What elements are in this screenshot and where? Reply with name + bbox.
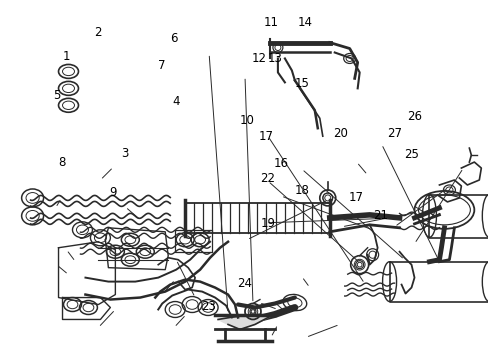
Text: 14: 14 — [297, 16, 312, 29]
Text: 2: 2 — [94, 27, 102, 40]
Text: 6: 6 — [170, 32, 177, 45]
Text: 5: 5 — [53, 89, 61, 102]
Text: 1: 1 — [62, 50, 70, 63]
Text: 13: 13 — [267, 51, 282, 64]
Text: 19: 19 — [260, 217, 275, 230]
Text: 27: 27 — [386, 127, 401, 140]
Text: 12: 12 — [251, 51, 266, 64]
Text: 10: 10 — [239, 114, 254, 127]
Text: 3: 3 — [121, 147, 128, 159]
Text: 24: 24 — [237, 278, 251, 291]
Text: 4: 4 — [172, 95, 180, 108]
Polygon shape — [218, 315, 271, 329]
Text: 26: 26 — [406, 110, 421, 123]
Text: 16: 16 — [273, 157, 288, 170]
Text: 21: 21 — [373, 210, 388, 222]
Text: 23: 23 — [201, 300, 216, 313]
Text: 17: 17 — [259, 130, 273, 144]
Text: 17: 17 — [348, 192, 364, 204]
Text: 15: 15 — [294, 77, 309, 90]
Text: 9: 9 — [109, 186, 116, 199]
Text: 7: 7 — [158, 59, 165, 72]
Text: 18: 18 — [294, 184, 309, 197]
Text: 8: 8 — [58, 156, 65, 168]
Text: 11: 11 — [264, 16, 278, 29]
Text: 22: 22 — [260, 172, 275, 185]
Text: 20: 20 — [333, 127, 348, 140]
Text: 25: 25 — [404, 148, 418, 161]
